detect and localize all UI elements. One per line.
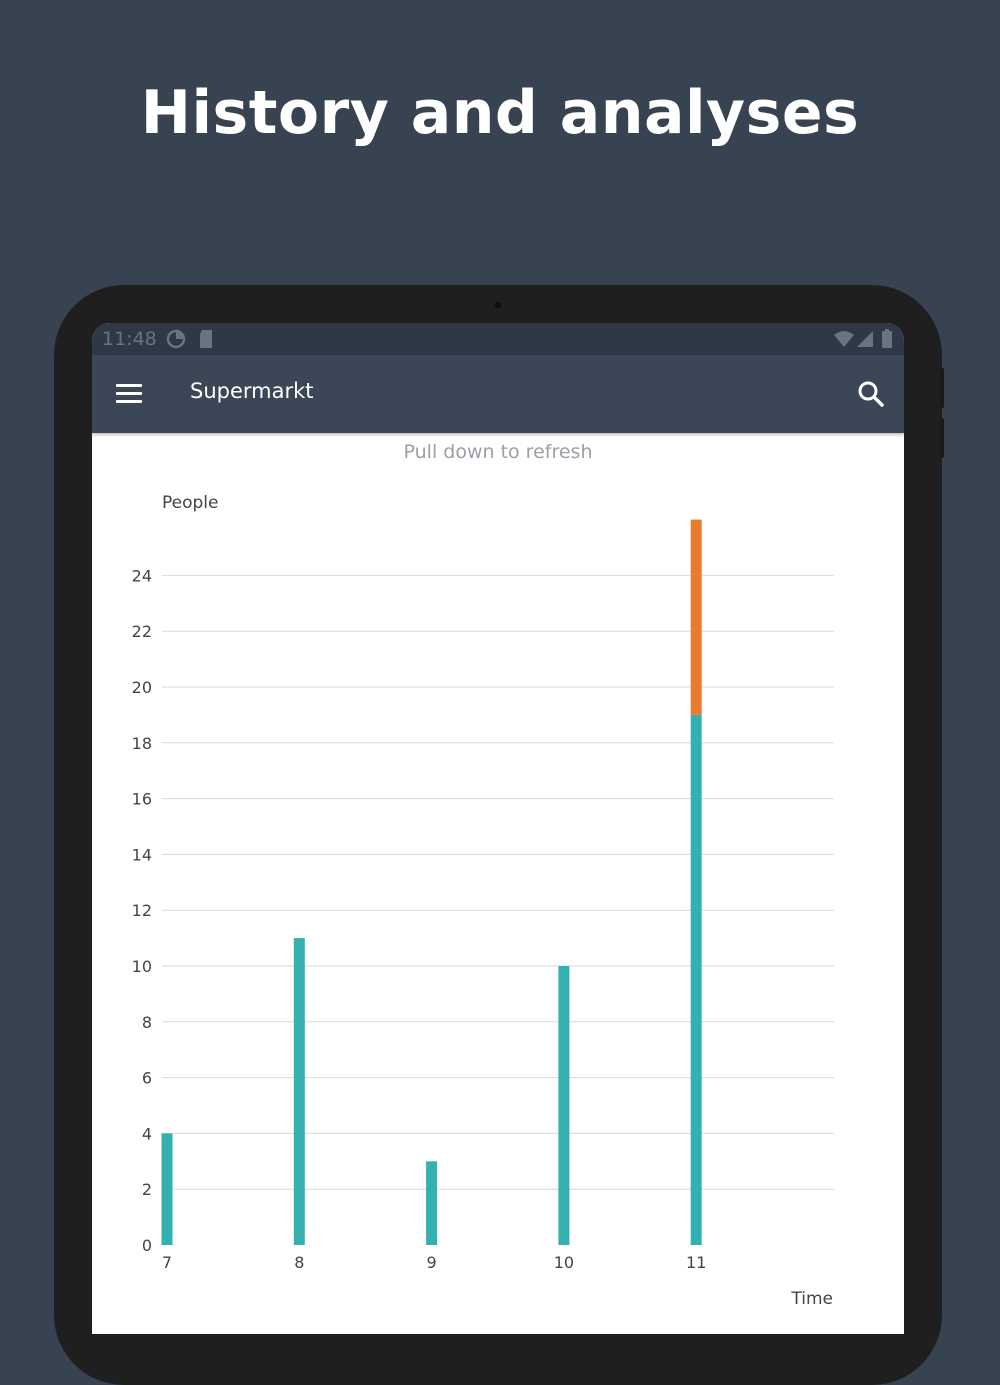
y-tick-label: 14 (132, 845, 152, 864)
y-tick-label: 0 (142, 1236, 152, 1255)
search-icon[interactable] (856, 379, 886, 409)
power-button (940, 418, 944, 458)
x-tick-label: 7 (162, 1253, 172, 1272)
battery-icon (882, 329, 892, 354)
y-tick-label: 20 (132, 678, 152, 697)
y-tick-label: 16 (132, 790, 152, 809)
status-bar: 11:48 (92, 323, 904, 355)
wifi-icon (833, 329, 855, 354)
bar-segment (161, 1133, 173, 1245)
x-axis-title: Time (790, 1289, 833, 1309)
signal-icon (856, 329, 874, 354)
y-tick-label: 12 (132, 901, 152, 920)
bar-segment (293, 938, 305, 1245)
refresh-hint: Pull down to refresh (403, 441, 593, 463)
bar-segment (558, 966, 570, 1245)
y-axis-title: People (162, 493, 218, 513)
x-tick-label: 10 (554, 1253, 574, 1272)
y-tick-label: 18 (132, 734, 152, 753)
y-tick-label: 10 (132, 957, 152, 976)
menu-icon[interactable] (116, 383, 144, 405)
y-tick-label: 6 (142, 1069, 152, 1088)
bar-segment (690, 519, 702, 715)
data-saver-icon (166, 329, 186, 354)
device-screen: 11:48 Supermarkt Pull down to refresh 0 2… (92, 323, 904, 1334)
y-tick-label: 4 (142, 1124, 152, 1143)
x-tick-label: 11 (686, 1253, 706, 1272)
y-tick-label: 8 (142, 1013, 152, 1032)
bar-segment (426, 1161, 438, 1245)
y-tick-label: 22 (132, 622, 152, 641)
y-tick-label: 2 (142, 1180, 152, 1199)
sd-card-icon (198, 329, 214, 354)
x-tick-label: 9 (427, 1253, 437, 1272)
volume-button (940, 368, 944, 408)
bar-segment (690, 714, 702, 1245)
front-camera (495, 302, 501, 308)
promo-headline: History and analyses (140, 78, 860, 148)
y-tick-label: 24 (132, 566, 152, 585)
status-time: 11:48 (102, 328, 157, 350)
app-bar: Supermarkt (92, 355, 904, 433)
app-title: Supermarkt (190, 379, 314, 403)
x-tick-label: 8 (294, 1253, 304, 1272)
